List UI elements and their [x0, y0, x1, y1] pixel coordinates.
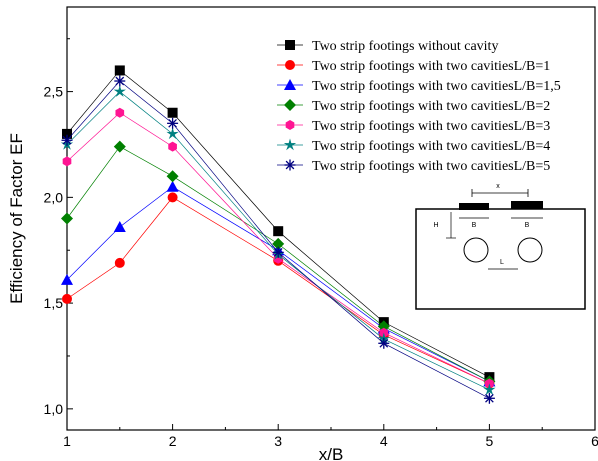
- data-point: [483, 383, 496, 396]
- data-point: [377, 320, 390, 333]
- data-point: [113, 220, 126, 232]
- data-point: [168, 141, 177, 152]
- data-point: [61, 273, 73, 285]
- legend: Two strip footings without cavity Two str…: [277, 39, 561, 174]
- data-point: [62, 128, 72, 139]
- data-point: [166, 127, 179, 140]
- legend-entry: Two strip footings with two cavitiesL/B=…: [277, 79, 561, 94]
- data-point: [378, 337, 390, 349]
- data-point: [166, 180, 179, 192]
- data-point: [114, 257, 125, 268]
- legend-entry: Two strip footings with two cavitiesL/B=…: [277, 159, 550, 174]
- legend-label: Two strip footings with two cavitiesL/B=…: [312, 79, 561, 94]
- legend-label: Two strip footings with two cavitiesL/B=…: [312, 159, 550, 174]
- legend-entry: Two strip footings with two cavitiesL/B=…: [277, 59, 550, 74]
- y-tick-label: 1,0: [44, 401, 64, 417]
- data-point: [114, 65, 125, 76]
- series-line: [66, 146, 490, 382]
- cavity-right: [517, 237, 543, 263]
- legend-entry: Two strip footings with two cavitiesL/B=…: [277, 119, 550, 134]
- legend-label: Two strip footings with two cavitiesL/B=…: [312, 59, 550, 74]
- x-tick-label: 4: [380, 433, 388, 449]
- footing-right: [511, 201, 543, 209]
- series-line: [66, 91, 490, 391]
- inset-label-x: x: [496, 183, 500, 190]
- data-point: [113, 140, 126, 153]
- legend-entry: Two strip footings with two cavitiesL/B=…: [277, 99, 550, 114]
- series-7: [61, 75, 495, 404]
- legend-marker: [284, 99, 296, 111]
- legend-marker: [283, 138, 297, 151]
- x-axis-title: x/B: [319, 445, 344, 461]
- data-point: [114, 75, 126, 87]
- axes: 1 2 3 4 5 6 1,0 1,5 2,0 2,5 x/B Efficiency of Facto…: [7, 6, 598, 461]
- inset-diagram: x B B H L: [415, 183, 586, 310]
- legend-label: Two strip footings without cavity: [312, 39, 498, 54]
- series-line: [66, 69, 490, 378]
- data-point: [61, 212, 73, 225]
- y-tick-label: 2,5: [44, 84, 64, 100]
- data-point: [62, 293, 72, 304]
- legend-marker: [285, 120, 295, 130]
- cavity-left: [463, 237, 489, 263]
- data-point: [483, 392, 495, 404]
- series-line: [66, 196, 490, 384]
- legend-label: Two strip footings with two cavitiesL/B=…: [312, 99, 550, 114]
- series-line: [66, 80, 490, 399]
- series-line: [66, 186, 490, 382]
- legend-marker: [284, 79, 296, 90]
- data-point: [272, 246, 284, 258]
- data-point: [113, 85, 126, 97]
- data-point: [115, 107, 125, 118]
- data-point: [62, 156, 72, 167]
- y-axis-title: Efficiency of Factor EF: [7, 133, 26, 304]
- x-tick-label: 2: [169, 433, 177, 449]
- data-point: [272, 237, 285, 250]
- legend-marker: [285, 60, 295, 70]
- data-point: [167, 107, 178, 118]
- data-point: [61, 134, 73, 146]
- y-tick-label: 1,5: [44, 295, 64, 311]
- x-tick-label: 5: [486, 433, 494, 449]
- y-tick-label: 2,0: [44, 189, 64, 205]
- inset-label-l: L: [500, 259, 504, 266]
- legend-marker: [284, 159, 296, 171]
- legend-label: Two strip footings with two cavitiesL/B=…: [312, 139, 550, 154]
- x-tick-label: 3: [274, 433, 282, 449]
- inset-label-h: H: [433, 222, 438, 229]
- series-layer: [60, 65, 496, 404]
- legend-label: Two strip footings with two cavitiesL/B=…: [312, 119, 550, 134]
- series-line: [66, 112, 490, 384]
- legend-entry: Two strip footings with two cavitiesL/B=…: [277, 138, 550, 154]
- inset-label-b2: B: [525, 222, 530, 229]
- footing-left: [459, 203, 489, 210]
- data-point: [273, 226, 284, 237]
- x-tick-label: 1: [63, 433, 71, 449]
- inset-label-b1: B: [472, 222, 477, 229]
- legend-entry: Two strip footings without cavity: [277, 39, 498, 54]
- data-point: [167, 192, 178, 203]
- data-point: [166, 170, 179, 183]
- inset-box: [415, 208, 586, 310]
- legend-marker: [285, 40, 295, 50]
- x-tick-label: 6: [591, 433, 598, 449]
- data-point: [167, 117, 179, 129]
